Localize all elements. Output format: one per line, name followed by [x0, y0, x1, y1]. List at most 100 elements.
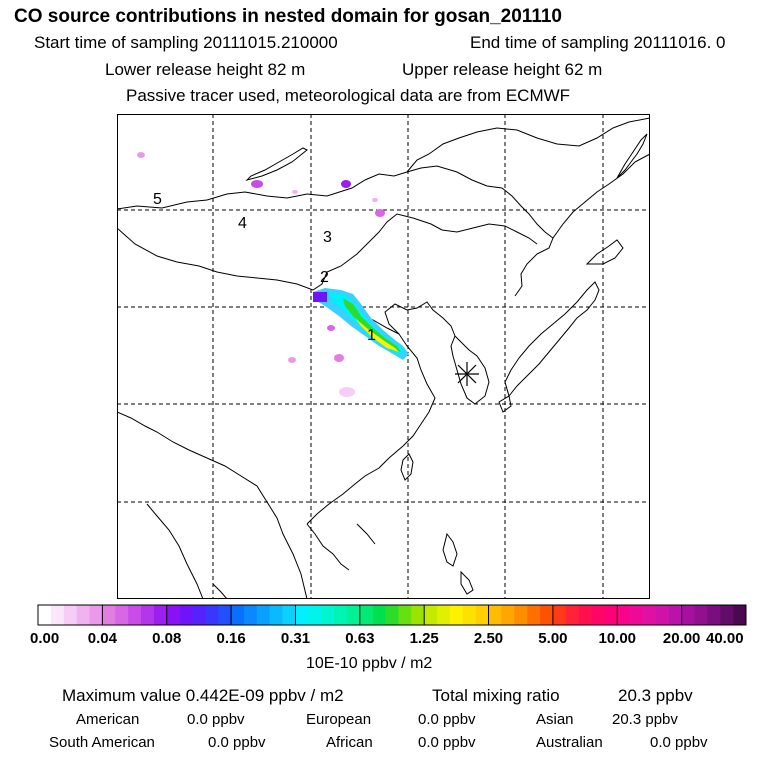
colorbar-swatch [269, 605, 283, 625]
trajectory-label-5: 5 [153, 191, 162, 208]
colorbar-swatch [411, 605, 425, 625]
colorbar-swatch [346, 605, 361, 625]
plume-patch [341, 180, 351, 188]
total-mixing-value: 20.3 ppbv [618, 686, 693, 705]
colorbar-tick-label: 0.04 [87, 630, 117, 647]
upper-release-label: Upper release height 62 m [402, 60, 603, 79]
plume-patch [288, 357, 296, 363]
colorbar-tick-label: 40.00 [706, 630, 744, 647]
plume-patch [292, 190, 298, 194]
colorbar-tick-label: 0.08 [152, 630, 182, 647]
colorbar-swatch [385, 605, 399, 625]
colorbar-swatch [437, 605, 451, 625]
region-name-american: American [76, 711, 140, 728]
tracer-note: Passive tracer used, meteorological data… [126, 86, 571, 105]
maximum-value-label: Maximum value 0.442E-09 ppbv / m2 [62, 686, 344, 705]
figure-title: CO source contributions in nested domain… [14, 6, 562, 27]
colorbar-swatch [102, 605, 116, 625]
colorbar-swatch [50, 605, 65, 625]
colorbar-swatch [256, 605, 271, 625]
colorbar-swatch [552, 605, 567, 625]
colorbar-swatch [166, 605, 180, 625]
region-name-african: African [326, 734, 373, 751]
colorbar-swatch [643, 605, 657, 625]
map-frame [117, 114, 650, 599]
colorbar-swatch [578, 605, 592, 625]
plume-patch [137, 152, 145, 158]
trajectory-label-4: 4 [238, 215, 247, 232]
colorbar-tick-label: 1.25 [409, 630, 439, 647]
colorbar-swatch [733, 605, 747, 625]
plume-inner [343, 298, 401, 352]
colorbar-swatch [668, 605, 682, 625]
region-value-african: 0.0 ppbv [418, 734, 476, 751]
plume-patch [375, 209, 385, 217]
colorbar-swatch [295, 605, 309, 625]
asterisk-icon [455, 362, 479, 386]
colorbar-swatch [424, 605, 438, 625]
colorbar-tick-label: 0.63 [345, 630, 375, 647]
colorbar-swatch [707, 605, 721, 625]
trajectory-labels: 1 2 3 4 5 [153, 191, 376, 344]
plume-patch [339, 387, 355, 397]
colorbar-swatch [140, 605, 155, 625]
colorbar-swatch [565, 605, 579, 625]
region-value-european: 0.0 ppbv [418, 711, 476, 728]
colorbar-tick-label: 0.31 [280, 630, 311, 647]
colorbar-swatch [218, 605, 232, 625]
trajectory-label-2: 2 [320, 269, 329, 286]
region-name-south-american: South American [49, 734, 155, 751]
colorbar-swatch [231, 605, 245, 625]
colorbar-swatch [359, 605, 373, 625]
colorbar-swatch [63, 605, 77, 625]
plume-patch [372, 198, 378, 202]
colorbar-swatch [179, 605, 193, 625]
trajectory-label-3: 3 [323, 229, 332, 246]
colorbar-swatch [488, 605, 502, 625]
colorbar-tick-label: 5.00 [538, 630, 568, 647]
start-time-label: Start time of sampling 20111015.210000 [34, 33, 338, 52]
map-panel: 1 2 3 4 5 [117, 114, 650, 599]
colorbar-swatch [334, 605, 348, 625]
colorbar-swatch [694, 605, 708, 625]
region-name-european: European [306, 711, 372, 728]
colorbar-swatch [153, 605, 168, 625]
colorbar-swatch [604, 605, 618, 625]
lower-release-label: Lower release height 82 m [105, 60, 306, 79]
colorbar-swatch [527, 605, 541, 625]
colorbar-swatch [205, 605, 219, 625]
colorbar-swatch [243, 605, 258, 625]
colorbar-swatch [398, 605, 412, 625]
colorbar-tick-label: 2.50 [473, 630, 504, 647]
plume-core [355, 318, 399, 352]
colorbar-tick-label: 0.00 [30, 630, 60, 647]
colorbar-swatch [720, 605, 734, 625]
colorbar-swatch [192, 605, 206, 625]
colorbar-swatch [681, 605, 695, 625]
emission-plume [137, 152, 409, 397]
colorbar-swatch [591, 605, 605, 625]
colorbar-swatch [617, 605, 631, 625]
colorbar-swatch [89, 605, 103, 625]
colorbar-swatch [655, 605, 670, 625]
plume-patch [327, 325, 335, 331]
colorbar-swatch [514, 605, 528, 625]
total-mixing-label: Total mixing ratio [432, 686, 560, 705]
colorbar-swatch [372, 605, 386, 625]
colorbar-swatch [76, 605, 90, 625]
coastlines [117, 117, 650, 599]
region-value-asian: 20.3 ppbv [612, 711, 678, 728]
colorbar-swatch [128, 605, 142, 625]
colorbar-tick-label: 20.00 [662, 630, 701, 647]
trajectory-label-1: 1 [367, 327, 376, 344]
colorbar-swatch [38, 605, 52, 625]
colorbar [37, 604, 747, 626]
colorbar-tick-label: 0.16 [216, 630, 246, 647]
region-name-asian: Asian [536, 711, 574, 728]
region-value-american: 0.0 ppbv [187, 711, 245, 728]
plume-patch [251, 180, 263, 188]
colorbar-swatch [282, 605, 296, 625]
end-time-label: End time of sampling 20111016. 0 [470, 33, 726, 52]
colorbar-swatch [475, 605, 489, 625]
region-value-south-american: 0.0 ppbv [208, 734, 266, 751]
